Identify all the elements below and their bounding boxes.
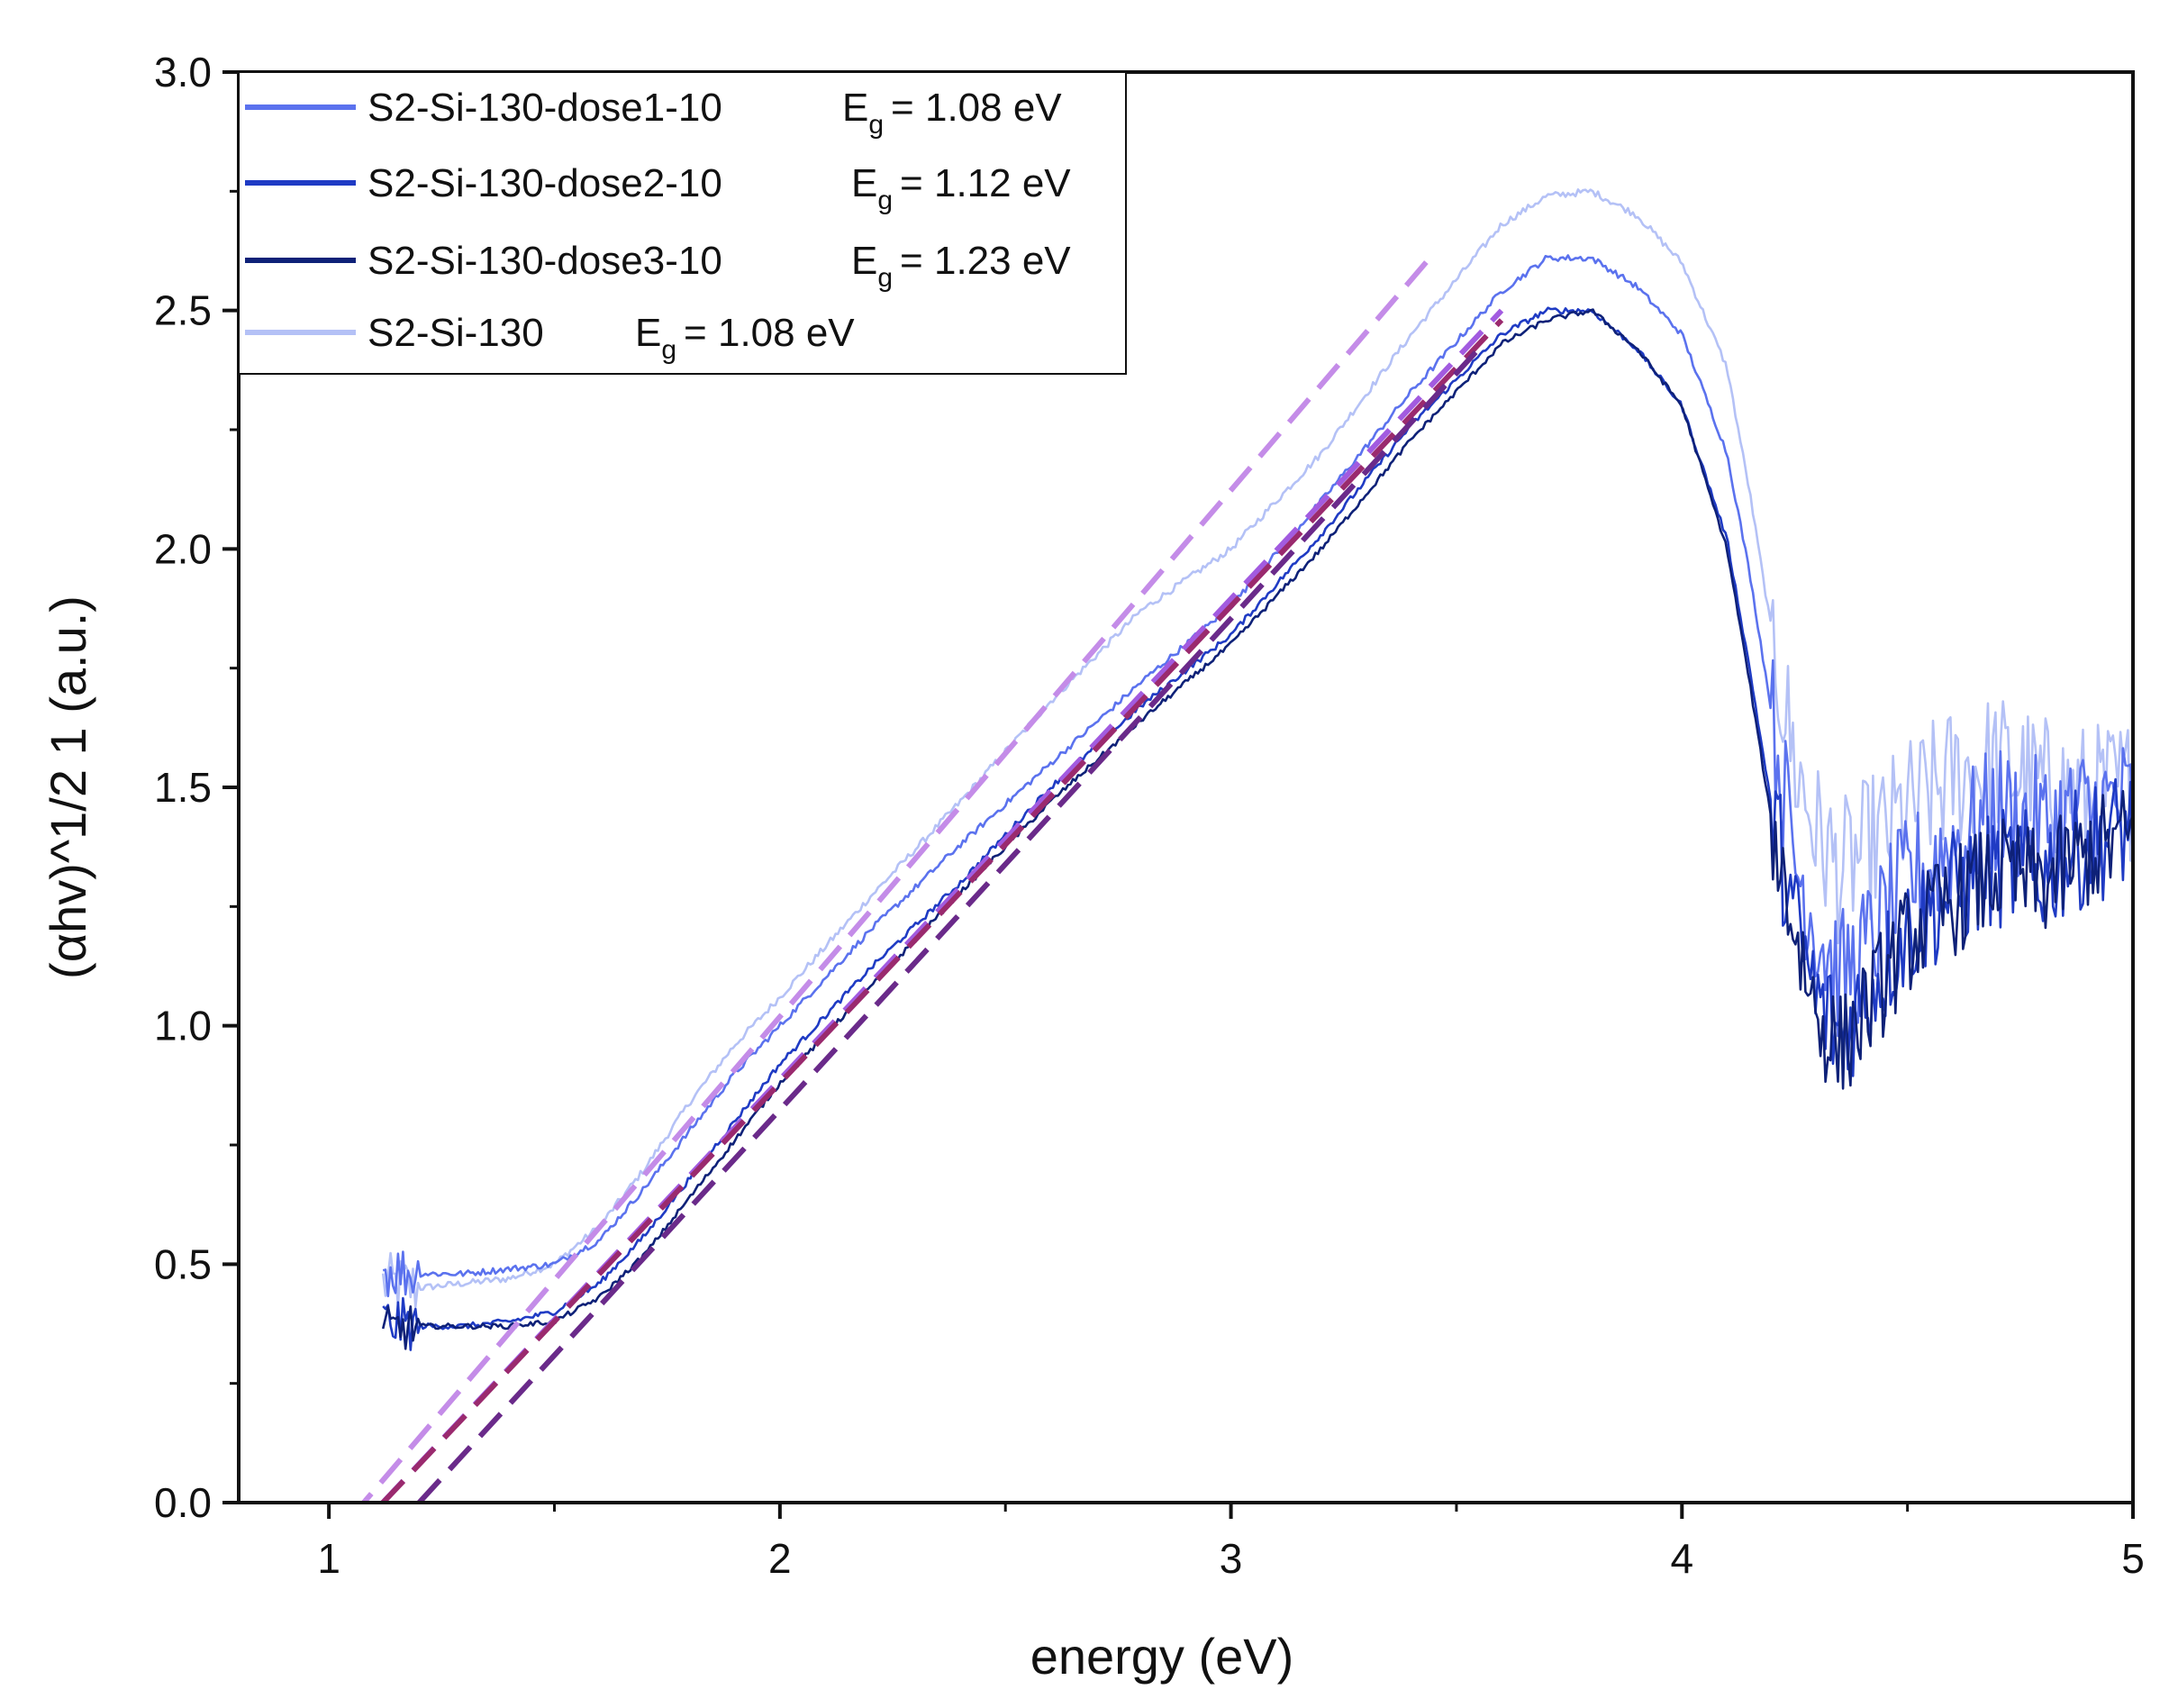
legend-eg-3: Eg = 1.08 eV xyxy=(635,311,855,365)
series-line-0 xyxy=(382,254,2133,1298)
legend-eg-1: Eg = 1.12 eV xyxy=(851,161,1071,215)
series-line-1 xyxy=(382,306,2133,1351)
y-tick-label-5: 2.5 xyxy=(154,287,212,334)
legend-eg-2: Eg = 1.23 eV xyxy=(851,239,1071,293)
legend-label-0: S2-Si-130-dose1-10 xyxy=(368,86,722,130)
fit-line-0 xyxy=(359,251,1437,1503)
x-tick-label-1: 2 xyxy=(768,1535,792,1582)
x-axis-title: energy (eV) xyxy=(1030,1628,1294,1685)
x-tick-label-4: 5 xyxy=(2121,1535,2145,1582)
y-tick-label-3: 1.5 xyxy=(154,764,212,811)
axes: 1 2 3 4 5 0.0 0.5 1.0 1.5 2.0 2.5 3.0 xyxy=(154,49,2145,1582)
legend-label-1: S2-Si-130-dose2-10 xyxy=(368,161,722,205)
fit-lines xyxy=(359,251,1504,1503)
legend-label-3: S2-Si-130 xyxy=(368,311,544,355)
series-line-3 xyxy=(381,188,2133,1309)
fit-line-2 xyxy=(379,318,1504,1503)
y-tick-label-1: 0.5 xyxy=(154,1240,212,1287)
x-tick-label-3: 4 xyxy=(1670,1535,1693,1582)
legend: S2-Si-130-dose1-10 Eg = 1.08 eV S2-Si-130-d… xyxy=(238,71,1127,375)
x-tick-label-2: 3 xyxy=(1220,1535,1243,1582)
y-tick-label-2: 1.0 xyxy=(154,1003,212,1049)
y-tick-label-0: 0.0 xyxy=(154,1479,212,1526)
y-axis-title: (αhv)^1/2 1 (a.u.) xyxy=(40,595,96,979)
legend-eg-0: Eg = 1.08 eV xyxy=(842,86,1062,140)
y-tick-label-6: 3.0 xyxy=(154,49,212,95)
series-line-2 xyxy=(381,308,2133,1350)
fit-line-3 xyxy=(417,346,1482,1503)
legend-box xyxy=(238,71,1127,375)
x-tick-label-0: 1 xyxy=(317,1535,340,1582)
legend-label-2: S2-Si-130-dose3-10 xyxy=(368,239,722,283)
y-tick-label-4: 2.0 xyxy=(154,525,212,572)
